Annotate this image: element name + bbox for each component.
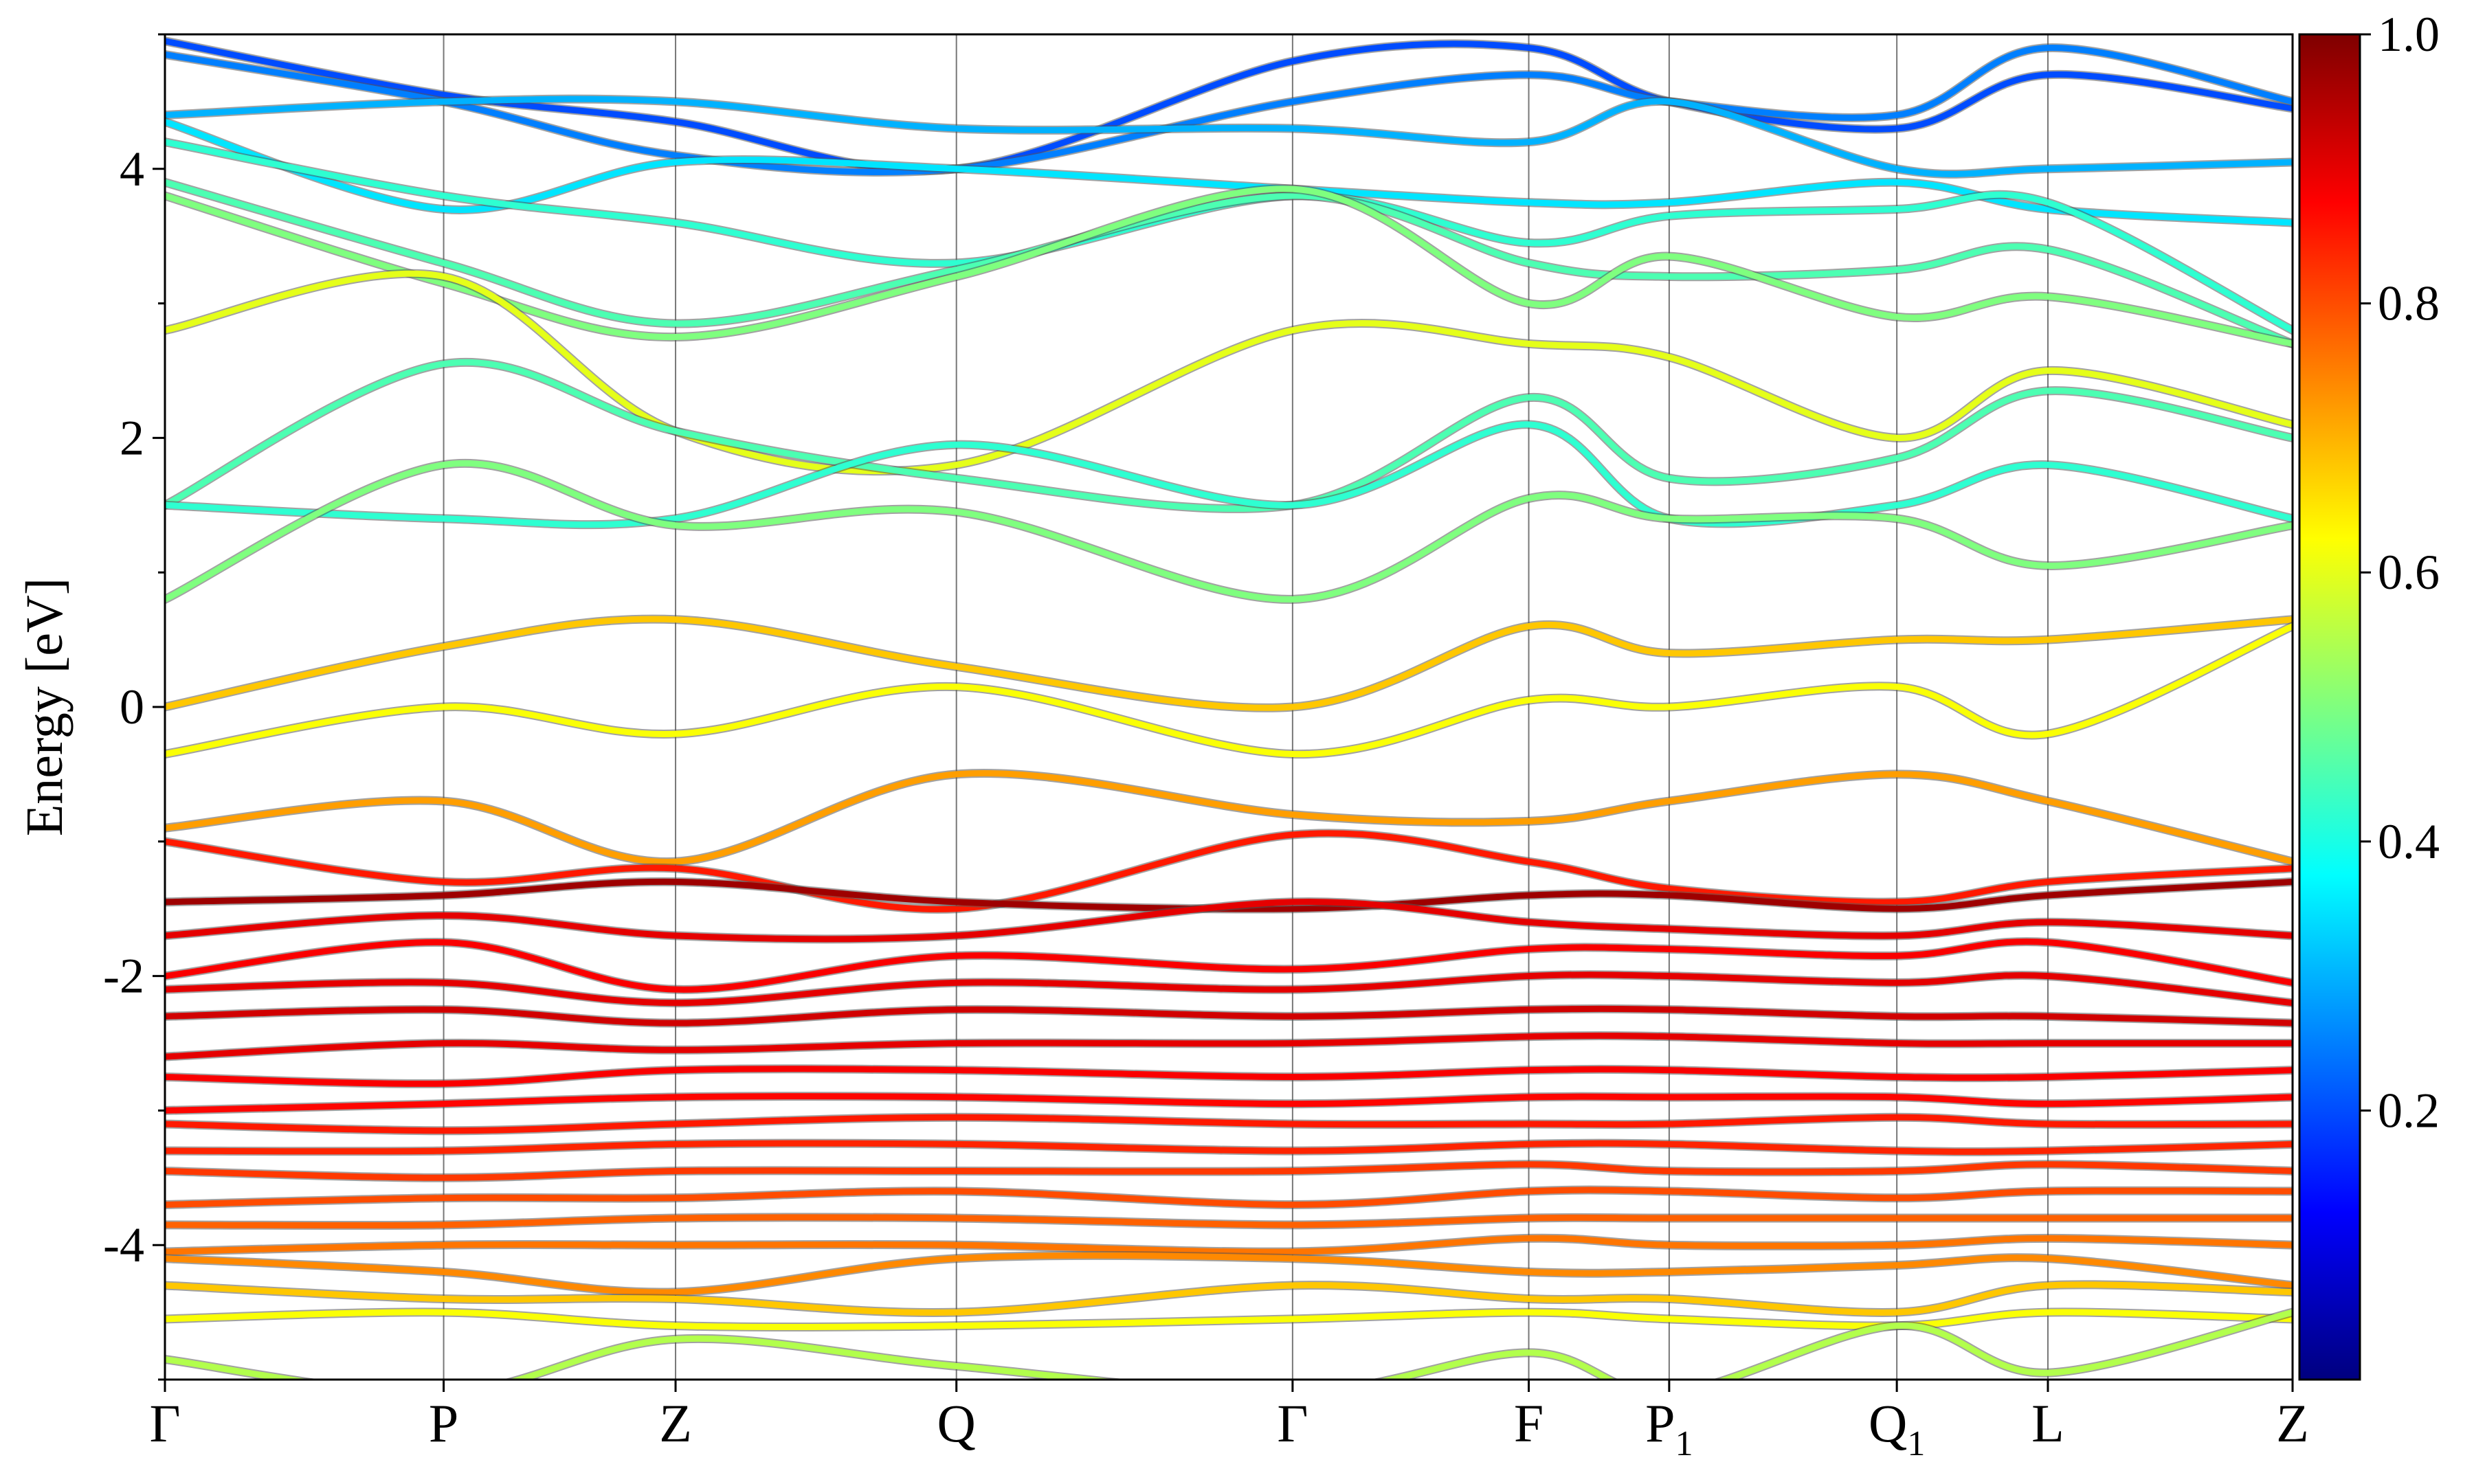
band-outline	[165, 614, 2293, 712]
band-outline	[165, 357, 2293, 513]
colorbar-axis: 0.2 0.4 0.6 0.8 1.0	[2360, 7, 2440, 1138]
band-line	[165, 971, 2293, 1007]
band-line	[165, 616, 2293, 711]
x-tick-label: Z	[659, 1393, 692, 1453]
band-line	[165, 359, 2293, 512]
band-line	[165, 1066, 2293, 1087]
band-line	[165, 1309, 2293, 1380]
colorbar-tick-label: 0.8	[2378, 276, 2440, 331]
x-axis: Γ P Z Q Γ F P1 Q1 L Z	[149, 1380, 2309, 1463]
x-tick-label: P	[429, 1393, 458, 1453]
x-tick-label: Q	[937, 1393, 976, 1453]
band-line	[165, 1252, 2293, 1296]
band-line	[165, 1281, 2293, 1316]
colorbar-tick-label: 1.0	[2378, 7, 2440, 62]
band-line	[165, 1005, 2293, 1026]
colorbar-tick-label: 0.4	[2378, 814, 2440, 869]
band-lines	[165, 36, 2293, 1380]
band-line	[165, 623, 2293, 758]
x-tick-label: F	[1514, 1393, 1544, 1453]
band-line	[165, 899, 2293, 943]
band-line	[165, 1214, 2293, 1229]
band-line	[165, 1093, 2293, 1114]
band-line	[165, 421, 2293, 528]
band-line	[165, 878, 2293, 912]
band-line	[165, 1114, 2293, 1134]
x-tick-label: Γ	[149, 1393, 180, 1453]
band-line	[165, 186, 2293, 347]
x-tick-label: Γ	[1277, 1393, 1308, 1453]
colorbar-tick-label: 0.6	[2378, 545, 2440, 600]
band-line	[165, 769, 2293, 865]
y-axis-label: Energy [eV]	[16, 578, 74, 836]
y-tick-label: 2	[120, 410, 144, 465]
band-line	[165, 1032, 2293, 1060]
band-line	[165, 38, 2293, 174]
y-tick-label: 4	[120, 142, 144, 196]
y-axis: -4 -2 0 2 4	[103, 33, 165, 1381]
x-tick-label: P1	[1645, 1393, 1693, 1463]
y-tick-label: -2	[103, 949, 144, 1004]
colorbar-tick-label: 0.2	[2378, 1083, 2440, 1138]
band-line	[165, 270, 2293, 475]
band-outline	[165, 36, 2293, 175]
x-tick-label: Q1	[1869, 1393, 1925, 1463]
band-line	[165, 1187, 2293, 1208]
y-tick-label: 0	[120, 679, 144, 734]
x-tick-label: Z	[2276, 1393, 2309, 1453]
band-line	[165, 1140, 2293, 1155]
colorbar	[2298, 33, 2361, 1381]
band-line	[165, 1235, 2293, 1255]
band-line	[165, 938, 2293, 993]
band-outline	[165, 622, 2293, 759]
y-tick-label: -4	[103, 1217, 144, 1272]
band-line	[165, 1161, 2293, 1181]
band-line	[165, 460, 2293, 603]
band-line	[165, 45, 2293, 176]
x-tick-label: L	[2031, 1393, 2064, 1453]
band-line	[165, 95, 2293, 177]
band-line	[165, 1309, 2293, 1331]
band-line	[165, 830, 2293, 912]
